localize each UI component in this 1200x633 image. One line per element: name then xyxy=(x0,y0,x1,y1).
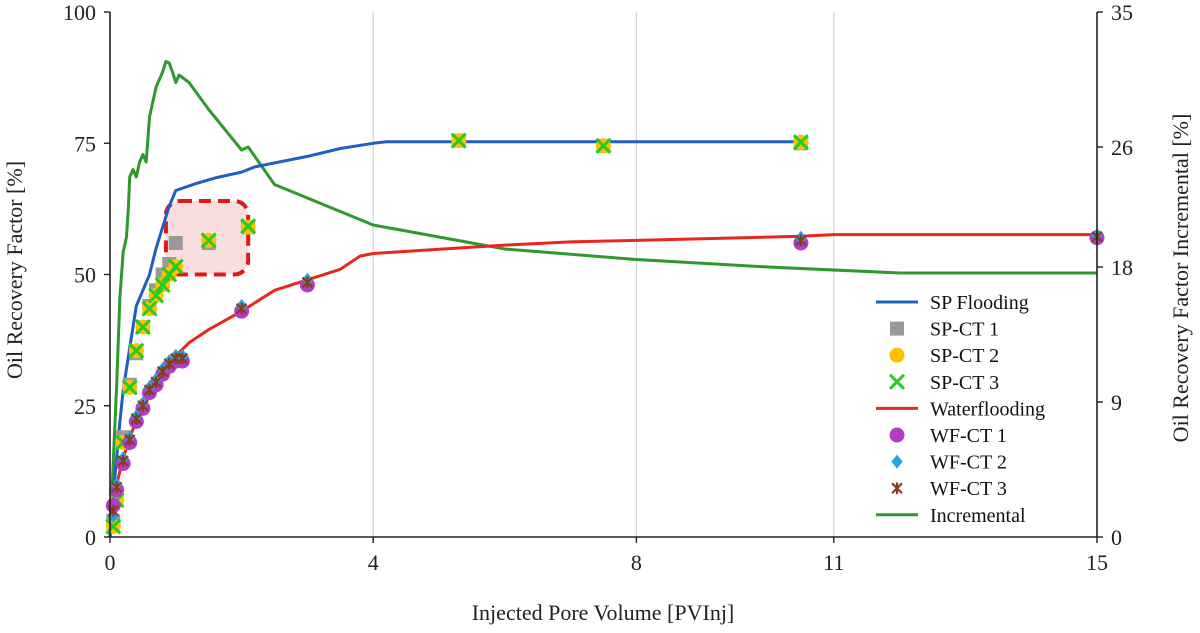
wf-ct-3-point xyxy=(301,276,314,289)
wf-ct-3-point xyxy=(110,481,123,494)
legend-label: WF-CT 1 xyxy=(930,425,1007,447)
series-sp-ct-3 xyxy=(105,132,809,535)
sp-ct-3-point xyxy=(595,137,612,154)
sp-ct-1-point xyxy=(168,236,183,250)
legend-swatch xyxy=(888,373,906,390)
x-tick-label: 0 xyxy=(105,550,116,575)
legend-label: SP-CT 3 xyxy=(930,372,999,394)
y-tick-label: 25 xyxy=(74,394,96,419)
legend-item-sp-flooding: SP Flooding xyxy=(876,292,1029,314)
sp-ct-3-point xyxy=(450,132,467,149)
legend-label: WF-CT 3 xyxy=(930,478,1007,500)
legend-item-wf-ct-3: WF-CT 3 xyxy=(891,478,1007,500)
sp-ct-3-point xyxy=(128,342,145,359)
sp-ct-3-point xyxy=(141,300,158,317)
y2-tick-label: 9 xyxy=(1111,390,1122,415)
legend-item-wf-ct-2: WF-CT 2 xyxy=(891,452,1007,474)
wf-ct-3-point xyxy=(235,302,248,315)
y2-tick-label: 0 xyxy=(1111,525,1122,550)
legend-label: SP-CT 1 xyxy=(930,319,999,341)
legend-item-incremental: Incremental xyxy=(876,505,1026,527)
legend-swatch xyxy=(890,321,904,336)
x-tick-label: 8 xyxy=(631,550,642,575)
y-axis-title: Oil Recovery Factor [%] xyxy=(2,161,27,379)
sp-ct-3-point xyxy=(154,276,171,294)
wf-ct-3-point xyxy=(795,234,807,247)
sp-ct-3-point xyxy=(240,218,257,235)
legend: SP Flooding SP-CT 1 SP-CT 2 SP-CT 3 Waterflo… xyxy=(876,292,1045,527)
incremental-line xyxy=(108,60,1097,538)
y-tick-label: 0 xyxy=(85,525,96,550)
y2-axis-title: Oil Recovery Factor Incremental [%] xyxy=(1168,114,1193,443)
legend-swatch xyxy=(889,347,905,363)
legend-label: SP Flooding xyxy=(930,292,1029,314)
legend-item-sp-ct-1: SP-CT 1 xyxy=(890,319,999,341)
legend-label: Incremental xyxy=(930,505,1026,527)
legend-label: Waterflooding xyxy=(930,398,1045,420)
wf-ct-3-point xyxy=(137,399,149,412)
legend-swatch xyxy=(891,482,903,495)
legend-swatch xyxy=(891,454,903,469)
sp-ct-3-point xyxy=(121,379,138,396)
legend-label: WF-CT 2 xyxy=(930,452,1007,474)
x-tick-label: 4 xyxy=(368,550,379,575)
legend-item-sp-ct-3: SP-CT 3 xyxy=(888,372,999,394)
sp-ct-3-point xyxy=(200,232,217,249)
y2-tick-label: 18 xyxy=(1111,255,1133,280)
x-tick-label: 11 xyxy=(823,550,844,575)
grid xyxy=(372,12,835,537)
axes xyxy=(104,11,1103,543)
y2-tick-label: 35 xyxy=(1111,0,1133,25)
wf-ct-3-point xyxy=(130,412,142,425)
y2-tick-label: 26 xyxy=(1111,135,1133,160)
sp-ct-3-point xyxy=(147,287,165,304)
sp-ct-3-point xyxy=(134,318,151,336)
x-axis-title: Injected Pore Volume [PVInj] xyxy=(472,600,735,625)
legend-item-sp-ct-2: SP-CT 2 xyxy=(889,345,999,367)
y-tick-label: 50 xyxy=(74,263,96,288)
legend-item-wf-ct-1: WF-CT 1 xyxy=(889,425,1007,447)
wf-ct-3-point xyxy=(176,352,189,365)
x-tick-label: 15 xyxy=(1086,550,1108,575)
y-tick-label: 75 xyxy=(74,131,96,156)
series-layer xyxy=(105,60,1105,538)
series-incremental xyxy=(108,60,1097,538)
legend-label: SP-CT 2 xyxy=(930,345,999,367)
legend-swatch xyxy=(889,427,905,443)
sp-ct-3-point xyxy=(105,518,122,535)
sp-ct-3-point xyxy=(792,134,809,151)
wf-ct-3-point xyxy=(124,433,136,446)
y-tick-label: 100 xyxy=(63,0,96,25)
wf-ct-3-point xyxy=(150,376,162,389)
wf-ct-3-point xyxy=(117,454,129,467)
sp-ct-3-point xyxy=(167,258,184,275)
legend-item-waterflooding: Waterflooding xyxy=(876,398,1045,420)
